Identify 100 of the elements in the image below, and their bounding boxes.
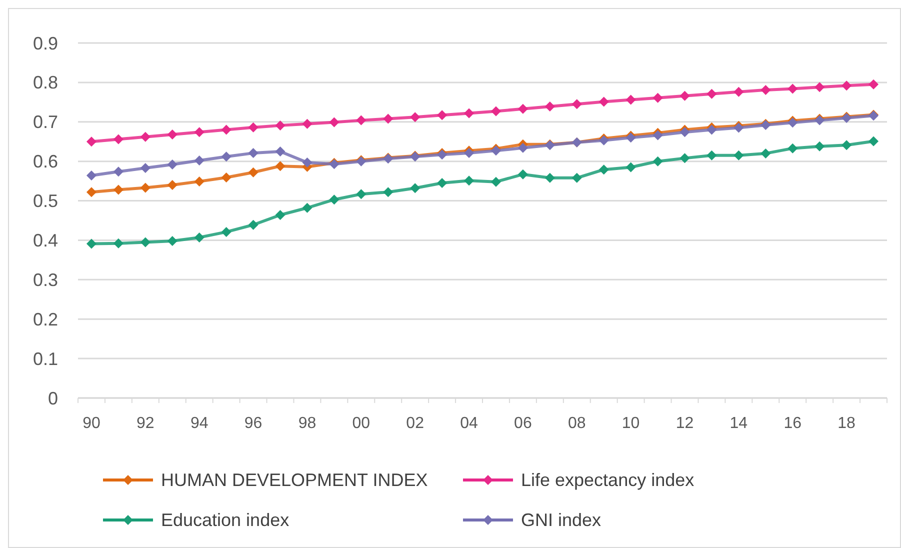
x-tick-label: 16 (784, 415, 802, 432)
point (167, 130, 178, 140)
x-tick-label: 94 (190, 415, 208, 432)
y-tick-label: 0.3 (32, 270, 58, 290)
point (140, 237, 150, 248)
x-tick-label: 04 (460, 415, 478, 432)
y-tick-label: 0.1 (32, 348, 58, 369)
point (626, 94, 636, 105)
legend-label: Life expectancy index (521, 470, 694, 490)
point (113, 184, 124, 195)
point (383, 187, 394, 198)
point (410, 183, 420, 194)
point (356, 115, 366, 126)
point (194, 232, 204, 242)
point (194, 156, 204, 166)
point (275, 210, 286, 220)
point (248, 220, 258, 230)
point (680, 90, 690, 101)
point (868, 136, 879, 146)
point (572, 99, 582, 110)
y-tick-label: 0.8 (32, 72, 58, 93)
point (464, 148, 474, 158)
legend-label: GNI index (521, 510, 602, 530)
point (706, 88, 717, 99)
point (167, 236, 178, 246)
point (86, 170, 96, 181)
point (814, 141, 825, 152)
x-tick-label: 14 (730, 415, 748, 432)
x-tick-label: 10 (622, 415, 640, 432)
point (598, 96, 609, 107)
point (248, 167, 258, 178)
point (842, 140, 852, 150)
y-tick-label: 0 (48, 388, 58, 408)
point (410, 112, 420, 122)
point (652, 130, 663, 140)
point (490, 106, 501, 116)
point (140, 163, 150, 174)
point (356, 189, 366, 200)
point (652, 92, 663, 103)
point (194, 127, 204, 138)
point (760, 84, 771, 95)
point (518, 142, 528, 153)
point (788, 143, 798, 154)
x-tick-label: 12 (676, 415, 694, 432)
point (302, 202, 312, 213)
point (842, 80, 852, 91)
point (760, 148, 771, 158)
point (490, 176, 501, 187)
point (734, 86, 744, 97)
y-tick-label: 0.6 (32, 152, 58, 172)
point (140, 182, 150, 193)
point (788, 84, 798, 94)
point (275, 146, 286, 156)
x-tick-label: 96 (244, 415, 262, 432)
legend-label: HUMAN DEVELOPMENT INDEX (161, 470, 428, 490)
x-tick-label: 90 (82, 415, 100, 432)
point (302, 118, 312, 129)
point (680, 127, 690, 138)
x-tick-label: 08 (568, 415, 586, 432)
point (113, 238, 124, 248)
point (868, 79, 879, 90)
point (544, 172, 555, 183)
x-tick-label: 02 (406, 415, 424, 432)
point (194, 176, 204, 186)
point (464, 108, 474, 118)
point (86, 136, 96, 147)
x-tick-label: 18 (838, 415, 856, 432)
point (167, 180, 178, 190)
point (626, 162, 636, 172)
x-tick-label: 06 (514, 415, 532, 432)
point (464, 176, 474, 186)
point (680, 153, 690, 164)
point (248, 148, 258, 158)
point (329, 194, 340, 205)
point (113, 134, 124, 144)
x-tick-label: 92 (136, 415, 154, 432)
point (113, 166, 124, 177)
point (734, 150, 744, 160)
point (221, 172, 232, 183)
point (86, 187, 96, 198)
point (572, 172, 582, 183)
y-tick-label: 0.7 (32, 112, 58, 132)
point (221, 152, 232, 162)
point (383, 114, 394, 124)
x-tick-label: 98 (298, 415, 316, 432)
y-tick-label: 0.2 (32, 309, 58, 330)
point (437, 178, 448, 188)
point (275, 161, 286, 172)
point (302, 158, 312, 168)
point (518, 104, 528, 114)
point (275, 120, 286, 130)
x-tick-label: 00 (352, 415, 370, 432)
point (652, 156, 663, 166)
point (598, 164, 609, 175)
point (329, 117, 340, 128)
point (518, 169, 528, 180)
point (706, 150, 717, 160)
point (814, 82, 825, 92)
point (248, 122, 258, 132)
legend-label: Education index (161, 510, 290, 530)
